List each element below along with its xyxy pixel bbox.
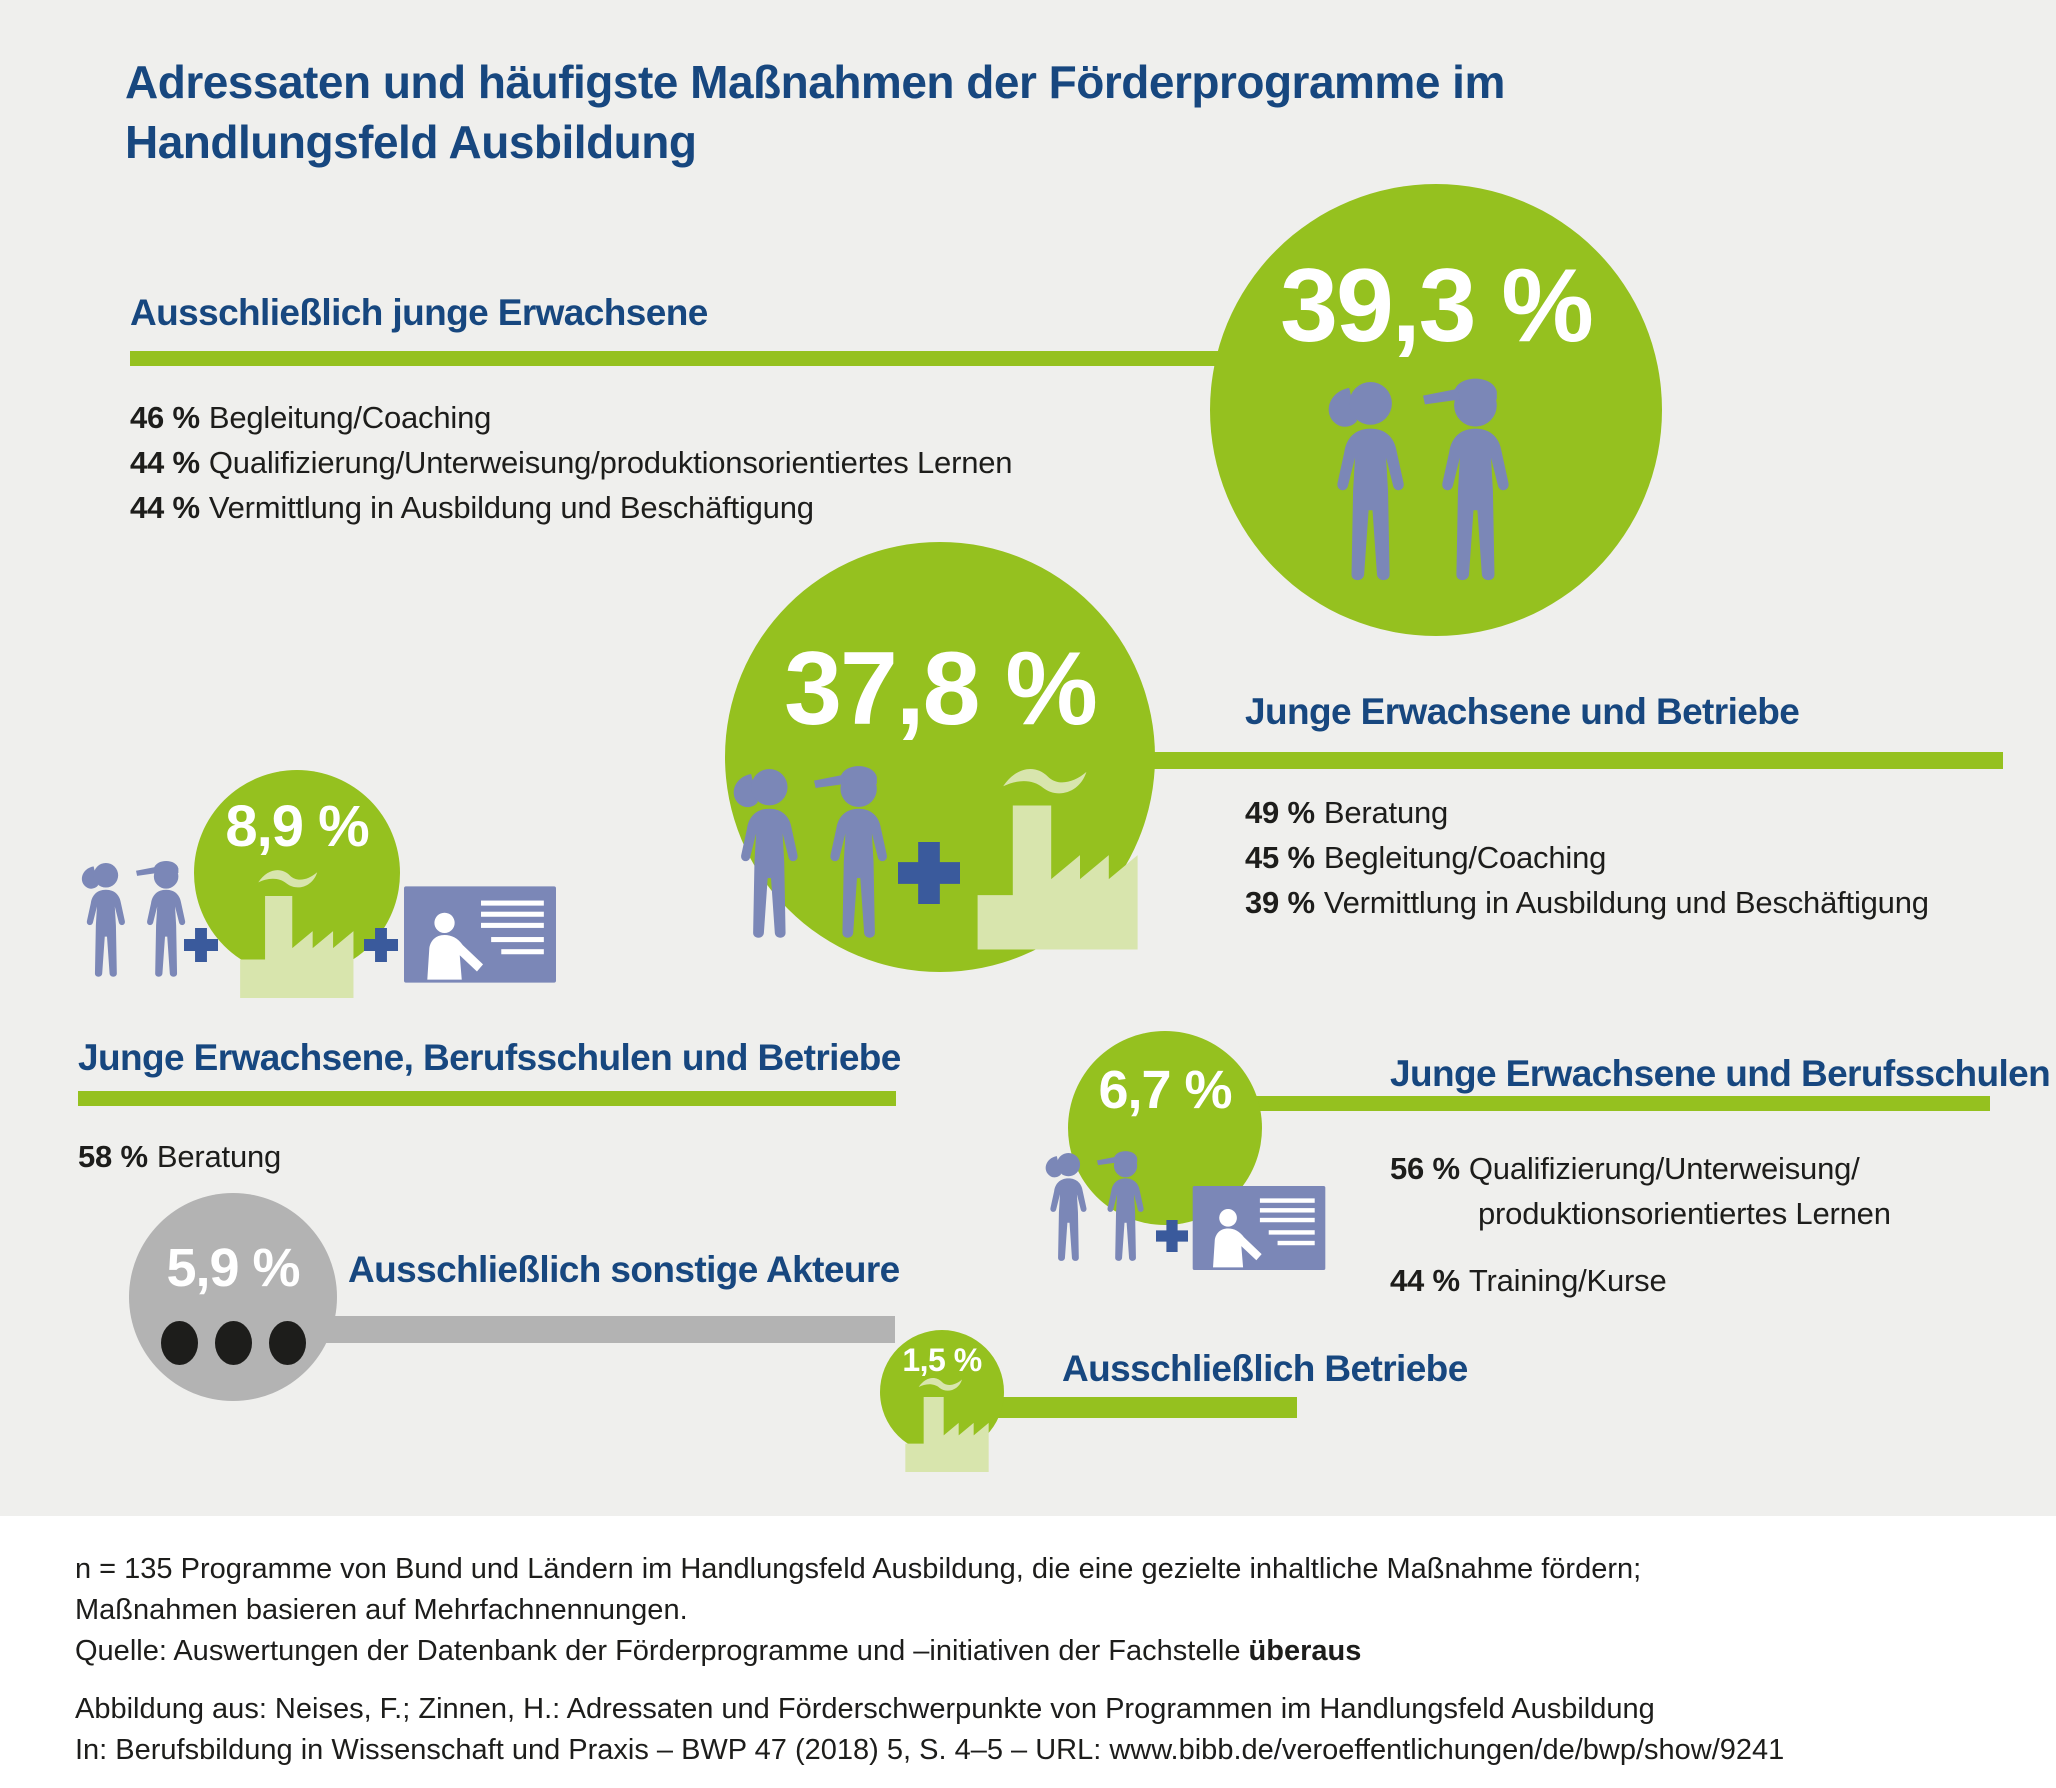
measure-percent: 46 % [130, 400, 200, 435]
measure-label: Vermittlung in Ausbildung und Beschäftig… [208, 490, 814, 525]
young-adults-icon [1322, 374, 1524, 592]
section-title-junge-erwachsene-betriebe: Junge Erwachsene und Betriebe [1245, 691, 1800, 732]
share-value: 8,9 % [225, 794, 369, 859]
underline-bar-sonstige-akteure [230, 1316, 895, 1343]
measure-label: produktionsorientiertes Lernen [1478, 1196, 1891, 1231]
measure-label: Begleitung/Coaching [208, 400, 492, 435]
measure-item-continuation: produktionsorientiertes Lernen [1390, 1191, 1891, 1236]
measure-percent: 45 % [1245, 840, 1315, 875]
dot-icon [268, 1321, 306, 1365]
company-factory-icon [952, 746, 1144, 961]
footnote-block: n = 135 Programme von Bund und Ländern i… [75, 1549, 1641, 1672]
citation-line1: Abbildung aus: Neises, F.; Zinnen, H.: A… [75, 1693, 1655, 1725]
measure-item: 56 % Qualifizierung/Unterweisung/ [1390, 1146, 1891, 1191]
footnote-line1: n = 135 Programme von Bund und Ländern i… [75, 1553, 1642, 1585]
dot-icon [160, 1321, 198, 1365]
page-title: Adressaten und häufigste Maßnahmen der F… [125, 52, 1525, 172]
measure-label: Beratung [156, 1139, 282, 1174]
share-circle-sonstige-akteure: 5,9 % [129, 1193, 337, 1401]
measures-junge-erwachsene-betriebe: 49 % Beratung 45 % Begleitung/Coaching 39 … [1245, 790, 1929, 925]
young-adults-icon [1042, 1148, 1152, 1268]
measure-percent: 44 % [130, 490, 200, 525]
measure-percent: 44 % [1390, 1263, 1460, 1298]
section-title-je-berufsschulen: Junge Erwachsene und Berufsschulen [1390, 1053, 2051, 1094]
measure-item: 49 % Beratung [1245, 790, 1929, 835]
source-line: Quelle: Auswertungen der Datenbank der F… [75, 1631, 1641, 1672]
vocational-school-board-icon [404, 886, 556, 983]
other-actors-dots-icon [129, 1321, 337, 1365]
source-text: Quelle: Auswertungen der Datenbank der F… [75, 1635, 1249, 1667]
underline-bar-betriebe [975, 1397, 1297, 1418]
section-title-betriebe: Ausschließlich Betriebe [1062, 1348, 1468, 1389]
vocational-school-board-icon [1190, 1186, 1328, 1270]
company-factory-icon [892, 1366, 992, 1478]
plus-icon [898, 842, 960, 904]
measure-label: Training/Kurse [1468, 1263, 1667, 1298]
measure-item: 39 % Vermittlung in Ausbildung und Beschä… [1245, 880, 1929, 925]
measure-item: 44 % Training/Kurse [1390, 1258, 1891, 1303]
measure-label: Qualifizierung/Unterweisung/ [1468, 1151, 1860, 1186]
measure-item: 46 % Begleitung/Coaching [130, 395, 1012, 440]
share-value: 37,8 % [784, 631, 1098, 747]
measure-label: Vermittlung in Ausbildung und Beschäftig… [1323, 885, 1929, 920]
measure-item: 58 % Beratung [78, 1134, 281, 1179]
plus-icon [184, 928, 218, 962]
measure-item: 44 % Qualifizierung/Unterweisung/produkti… [130, 440, 1013, 485]
citation-line2: In: Berufsbildung in Wissenschaft und Pr… [75, 1734, 1785, 1766]
section-title-je-bs-betriebe: Junge Erwachsene, Berufsschulen und Betr… [78, 1037, 901, 1078]
share-value: 5,9 % [166, 1238, 300, 1298]
page-title-line2: Handlungsfeld Ausbildung [125, 116, 697, 168]
measure-percent: 44 % [130, 445, 200, 480]
share-value: 1,5 % [902, 1342, 982, 1378]
company-factory-icon [222, 860, 358, 1000]
measure-percent: 49 % [1245, 795, 1315, 830]
underline-bar-junge-erwachsene [130, 351, 1248, 366]
measure-percent: 39 % [1245, 885, 1315, 920]
measure-label: Beratung [1323, 795, 1449, 830]
measure-label: Qualifizierung/Unterweisung/produktionso… [208, 445, 1013, 480]
plus-icon [1156, 1220, 1188, 1252]
young-adults-icon [728, 752, 900, 958]
footnote-line2: Maßnahmen basieren auf Mehrfachnennungen… [75, 1594, 688, 1626]
section-title-sonstige-akteure: Ausschließlich sonstige Akteure [348, 1249, 900, 1290]
dot-icon [214, 1321, 252, 1365]
underline-bar-junge-erwachsene-betriebe [1110, 752, 2003, 769]
page-title-line1: Adressaten und häufigste Maßnahmen der F… [125, 56, 1505, 108]
young-adults-icon [78, 858, 194, 984]
measure-item: 44 % Vermittlung in Ausbildung und Beschä… [130, 485, 1012, 530]
measure-percent: 58 % [78, 1139, 148, 1174]
citation-block: Abbildung aus: Neises, F.; Zinnen, H.: A… [75, 1689, 1784, 1771]
share-circle-junge-erwachsene: 39,3 % [1210, 184, 1662, 636]
share-value: 6,7 % [1098, 1060, 1232, 1120]
underline-bar-je-bs-betriebe [78, 1091, 896, 1106]
measures-junge-erwachsene: 46 % Begleitung/Coaching 44 % Qualifizieru… [130, 395, 1013, 530]
source-brand: überaus [1248, 1635, 1362, 1667]
underline-bar-je-berufsschulen [1250, 1096, 1990, 1111]
section-title-junge-erwachsene: Ausschließlich junge Erwachsene [130, 292, 708, 333]
share-value: 39,3 % [1280, 248, 1594, 364]
measure-item: 45 % Begleitung/Coaching [1245, 835, 1929, 880]
measure-label: Begleitung/Coaching [1323, 840, 1607, 875]
measures-je-berufsschulen: 56 % Qualifizierung/Unterweisung/ produkt… [1390, 1146, 1891, 1303]
measure-percent: 56 % [1390, 1151, 1460, 1186]
measures-je-bs-betriebe: 58 % Beratung [78, 1134, 281, 1179]
plus-icon [364, 928, 398, 962]
